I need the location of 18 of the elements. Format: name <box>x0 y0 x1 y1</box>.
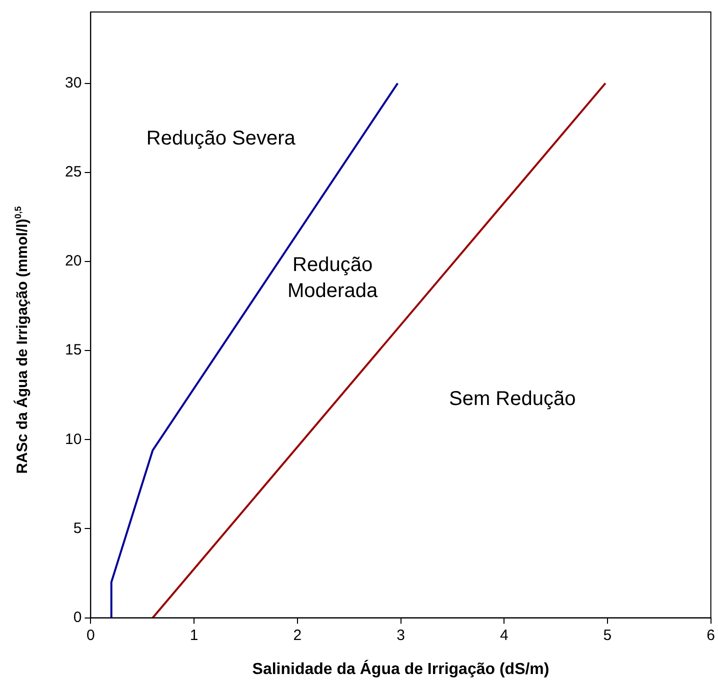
y-tick-label: 5 <box>73 520 82 537</box>
y-tick-label: 10 <box>64 430 82 448</box>
x-tick-label: 6 <box>706 626 715 644</box>
annotation: Redução Severa <box>146 128 296 150</box>
annotation: Sem Redução <box>449 388 576 410</box>
x-tick-label: 2 <box>293 626 302 644</box>
x-tick-label: 0 <box>86 626 95 644</box>
y-tick-label: 15 <box>64 342 82 359</box>
x-tick-label: 4 <box>500 626 508 644</box>
y-tick-label: 20 <box>64 252 82 270</box>
x-tick-label: 1 <box>190 626 198 644</box>
y-tick-label: 25 <box>64 164 82 180</box>
annotation: Redução Moderada <box>288 254 378 302</box>
x-tick-label: 5 <box>603 626 612 644</box>
y-tick-label: 30 <box>64 74 82 92</box>
x-axis-title: Salinidade da Água de Irrigação (dS/m) <box>252 658 550 678</box>
x-tick-label: 3 <box>396 626 405 644</box>
y-tick-label: 0 <box>73 608 82 626</box>
